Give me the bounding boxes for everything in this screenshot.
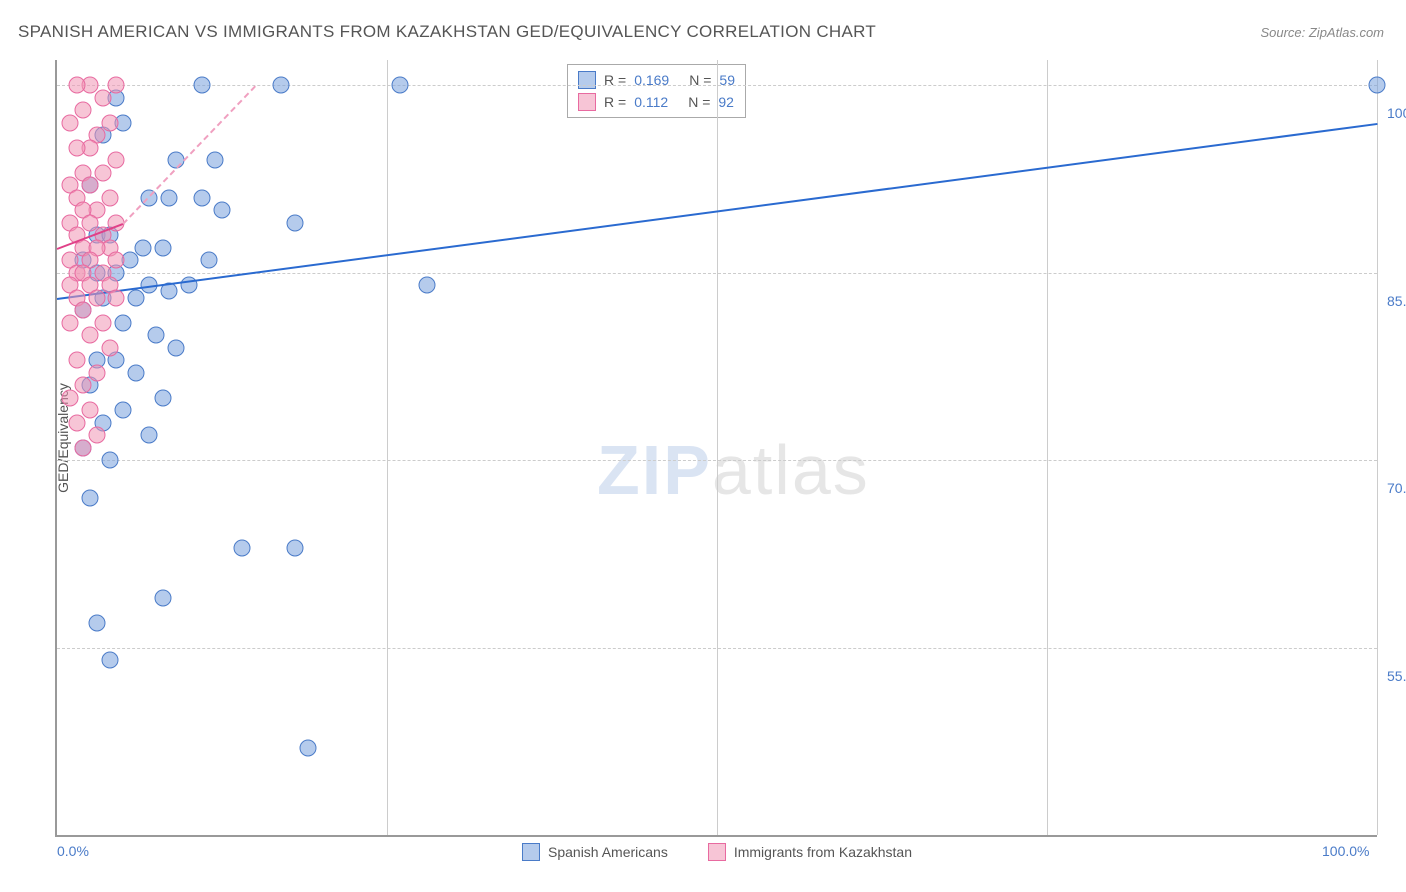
- x-tick-label: 0.0%: [57, 843, 89, 859]
- data-point: [1369, 77, 1386, 94]
- data-point: [101, 452, 118, 469]
- legend-item: Immigrants from Kazakhstan: [708, 843, 912, 861]
- data-point: [200, 252, 217, 269]
- data-point: [62, 114, 79, 131]
- legend-stats-box: R =0.169N =59 R = 0.112 N = 92: [567, 64, 746, 118]
- data-point: [167, 339, 184, 356]
- data-point: [161, 189, 178, 206]
- y-tick-label: 85.0%: [1369, 293, 1406, 309]
- gridline-v: [1377, 60, 1378, 835]
- data-point: [108, 252, 125, 269]
- data-point: [75, 439, 92, 456]
- legend-n-value: 92: [718, 94, 734, 110]
- trend-line: [122, 85, 255, 224]
- watermark-zip: ZIP: [597, 431, 712, 509]
- data-point: [62, 389, 79, 406]
- data-point: [286, 214, 303, 231]
- data-point: [194, 189, 211, 206]
- data-point: [141, 427, 158, 444]
- data-point: [148, 327, 165, 344]
- legend-swatch: [578, 71, 596, 89]
- data-point: [88, 289, 105, 306]
- data-point: [95, 89, 112, 106]
- data-point: [75, 377, 92, 394]
- data-point: [82, 327, 99, 344]
- data-point: [154, 389, 171, 406]
- data-point: [108, 152, 125, 169]
- data-point: [88, 427, 105, 444]
- watermark: ZIPatlas: [597, 430, 870, 510]
- data-point: [154, 239, 171, 256]
- legend-stat-row: R = 0.112 N = 92: [578, 91, 735, 113]
- data-point: [68, 77, 85, 94]
- source-label: Source: ZipAtlas.com: [1260, 25, 1384, 40]
- data-point: [68, 414, 85, 431]
- legend-bottom: Spanish Americans Immigrants from Kazakhs…: [522, 843, 912, 861]
- data-point: [82, 489, 99, 506]
- data-point: [101, 339, 118, 356]
- legend-swatch: [522, 843, 540, 861]
- legend-label: Spanish Americans: [548, 844, 668, 860]
- data-point: [194, 77, 211, 94]
- data-point: [68, 139, 85, 156]
- x-tick-label: 100.0%: [1322, 843, 1369, 859]
- watermark-atlas: atlas: [712, 431, 870, 509]
- data-point: [233, 539, 250, 556]
- gridline-v: [387, 60, 388, 835]
- data-point: [101, 114, 118, 131]
- data-point: [207, 152, 224, 169]
- legend-item: Spanish Americans: [522, 843, 668, 861]
- data-point: [88, 614, 105, 631]
- data-point: [101, 652, 118, 669]
- legend-n-label: N =: [688, 94, 710, 110]
- data-point: [88, 364, 105, 381]
- legend-swatch: [708, 843, 726, 861]
- data-point: [115, 314, 132, 331]
- data-point: [214, 202, 231, 219]
- y-tick-label: 100.0%: [1369, 105, 1406, 121]
- data-point: [128, 364, 145, 381]
- data-point: [392, 77, 409, 94]
- data-point: [128, 289, 145, 306]
- data-point: [154, 589, 171, 606]
- chart-title: SPANISH AMERICAN VS IMMIGRANTS FROM KAZA…: [18, 22, 876, 42]
- data-point: [75, 102, 92, 119]
- data-point: [101, 189, 118, 206]
- gridline-v: [717, 60, 718, 835]
- data-point: [108, 289, 125, 306]
- legend-swatch: [578, 93, 596, 111]
- data-point: [108, 77, 125, 94]
- data-point: [115, 402, 132, 419]
- data-point: [95, 314, 112, 331]
- scatter-plot: ZIPatlas R =0.169N =59R =0.112N =92 Span…: [55, 60, 1377, 837]
- data-point: [75, 302, 92, 319]
- data-point: [286, 539, 303, 556]
- legend-r-value: 0.112: [634, 94, 668, 110]
- y-tick-label: 70.0%: [1369, 480, 1406, 496]
- legend-label: Immigrants from Kazakhstan: [734, 844, 912, 860]
- data-point: [95, 164, 112, 181]
- gridline-v: [1047, 60, 1048, 835]
- data-point: [62, 314, 79, 331]
- data-point: [273, 77, 290, 94]
- data-point: [418, 277, 435, 294]
- data-point: [134, 239, 151, 256]
- data-point: [82, 177, 99, 194]
- data-point: [299, 739, 316, 756]
- legend-r-label: R =: [604, 94, 626, 110]
- legend-stat-row: R =0.169N =59: [578, 69, 735, 91]
- y-tick-label: 55.0%: [1369, 668, 1406, 684]
- data-point: [82, 402, 99, 419]
- data-point: [68, 352, 85, 369]
